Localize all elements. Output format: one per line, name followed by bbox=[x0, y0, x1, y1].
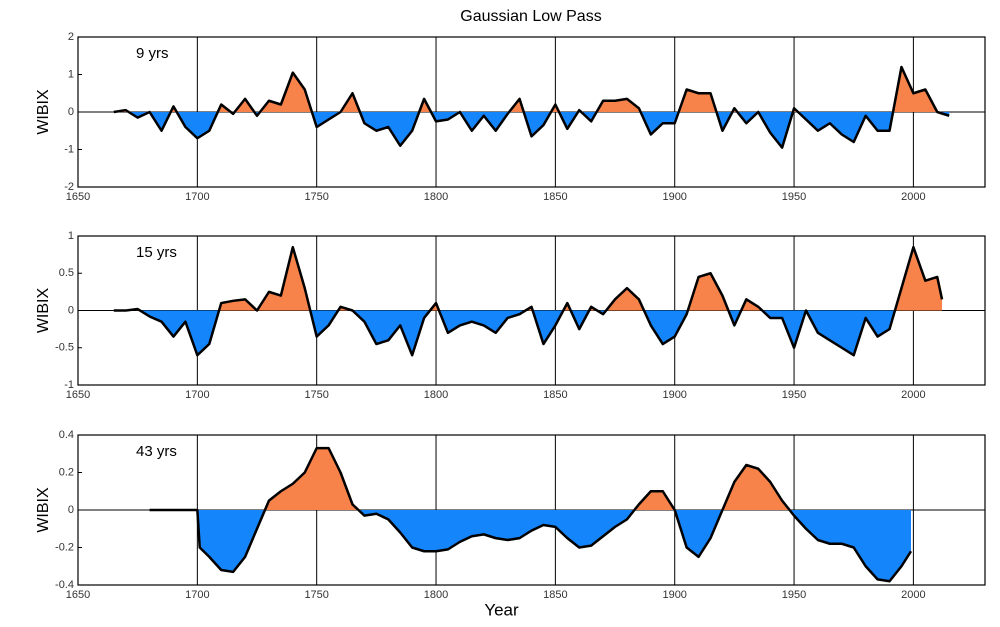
x-tick-label: 1800 bbox=[424, 589, 448, 601]
y-tick-label: 0 bbox=[68, 106, 74, 118]
y-tick-label: -0.5 bbox=[55, 342, 74, 354]
line bbox=[113, 65, 950, 149]
x-tick-label: 1650 bbox=[66, 589, 90, 601]
annotation: 43 yrs bbox=[136, 443, 177, 460]
line bbox=[113, 245, 944, 357]
x-tick-label: 2000 bbox=[901, 589, 925, 601]
plot-frame bbox=[77, 36, 986, 188]
x-tick-label: 1850 bbox=[543, 589, 567, 601]
y-tick-label: -1 bbox=[64, 143, 74, 155]
y-tick-label: 0.4 bbox=[59, 429, 74, 441]
x-tick-label: 2000 bbox=[901, 389, 925, 401]
y-tick-label: -1 bbox=[64, 379, 74, 391]
plot-frame bbox=[77, 434, 986, 586]
x-tick-label: 1650 bbox=[66, 191, 90, 203]
y-tick-label: 0 bbox=[68, 304, 74, 316]
plot-frame bbox=[77, 235, 986, 386]
y-tick-label: 0.5 bbox=[59, 267, 74, 279]
y-axis-label: WIBIX bbox=[35, 487, 52, 533]
x-tick-label: 1700 bbox=[185, 589, 209, 601]
chart-title: Gaussian Low Pass bbox=[460, 8, 601, 25]
x-tick-label: 1900 bbox=[662, 589, 686, 601]
negative-area bbox=[113, 112, 950, 148]
y-axis-label: WIBIX bbox=[35, 89, 52, 135]
annotation: 15 yrs bbox=[136, 244, 177, 261]
x-tick-label: 1700 bbox=[185, 191, 209, 203]
negative-area bbox=[149, 510, 912, 582]
y-tick-label: -0.2 bbox=[55, 541, 74, 553]
y-tick-label: 2 bbox=[68, 31, 74, 43]
y-axis-label: WIBIX bbox=[35, 288, 52, 334]
x-tick-label: 1900 bbox=[662, 191, 686, 203]
annotation: 9 yrs bbox=[136, 45, 169, 62]
x-tick-label: 1950 bbox=[782, 191, 806, 203]
x-tick-label: 1850 bbox=[543, 389, 567, 401]
x-tick-label: 1750 bbox=[304, 589, 328, 601]
y-tick-label: -2 bbox=[64, 181, 74, 193]
x-tick-label: 1950 bbox=[782, 389, 806, 401]
line bbox=[149, 446, 913, 583]
x-tick-label: 1750 bbox=[304, 191, 328, 203]
x-tick-label: 1800 bbox=[424, 389, 448, 401]
y-tick-label: 1 bbox=[68, 68, 74, 80]
x-tick-label: 1750 bbox=[304, 389, 328, 401]
x-tick-label: 2000 bbox=[901, 191, 925, 203]
x-tick-label: 1900 bbox=[662, 389, 686, 401]
x-tick-label: 1800 bbox=[424, 191, 448, 203]
positive-area bbox=[149, 448, 912, 510]
y-tick-label: -0.4 bbox=[55, 579, 74, 591]
y-tick-label: 0.2 bbox=[59, 466, 74, 478]
x-tick-label: 1700 bbox=[185, 389, 209, 401]
y-tick-label: 0 bbox=[68, 504, 74, 516]
x-axis-label: Year bbox=[484, 600, 519, 619]
y-tick-label: 1 bbox=[68, 230, 74, 242]
x-tick-label: 1650 bbox=[66, 389, 90, 401]
x-tick-label: 1950 bbox=[782, 589, 806, 601]
x-tick-label: 1850 bbox=[543, 191, 567, 203]
